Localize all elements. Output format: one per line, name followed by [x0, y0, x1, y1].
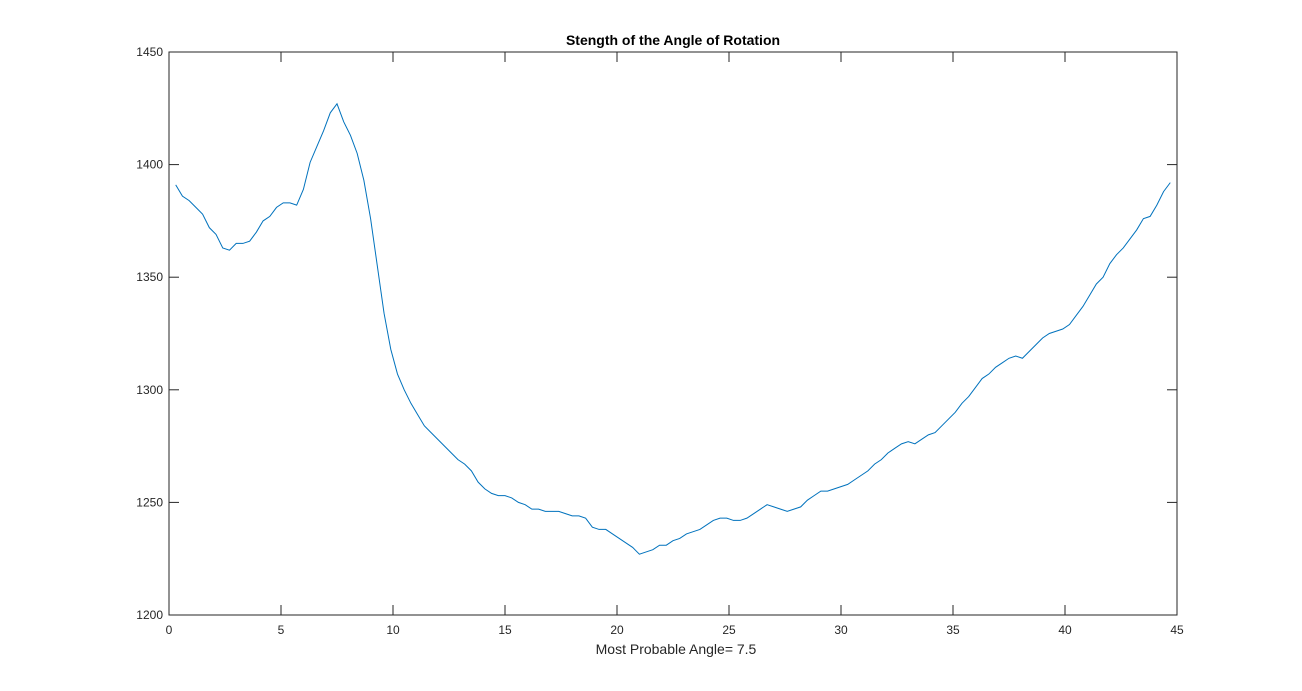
- x-tick-label: 0: [166, 623, 173, 637]
- y-tick-label: 1200: [136, 608, 163, 622]
- x-axis-label: Most Probable Angle= 7.5: [596, 641, 757, 657]
- x-tick-label: 40: [1058, 623, 1072, 637]
- plot-area: [169, 52, 1177, 615]
- x-tick-label: 45: [1170, 623, 1184, 637]
- y-tick-label: 1250: [136, 495, 163, 509]
- x-tick-label: 30: [834, 623, 848, 637]
- x-tick-label: 25: [722, 623, 736, 637]
- y-tick-label: 1400: [136, 158, 163, 172]
- data-layer: [175, 102, 1171, 555]
- chart-title: Stength of the Angle of Rotation: [566, 32, 780, 48]
- x-tick-label: 5: [278, 623, 285, 637]
- x-tick-label: 15: [498, 623, 512, 637]
- y-tick-label: 1450: [136, 45, 163, 59]
- x-tick-label: 10: [386, 623, 400, 637]
- series-line-0: [175, 102, 1171, 555]
- ticks-layer: 0 5 10 15 20 25 30 35 40 45 1200 1250 1300 1350 1400 14…: [136, 45, 1184, 637]
- y-tick-label: 1350: [136, 270, 163, 284]
- x-tick-label: 35: [946, 623, 960, 637]
- plot-frame: [168, 51, 1178, 616]
- x-tick-label: 20: [610, 623, 624, 637]
- y-tick-label: 1300: [136, 383, 163, 397]
